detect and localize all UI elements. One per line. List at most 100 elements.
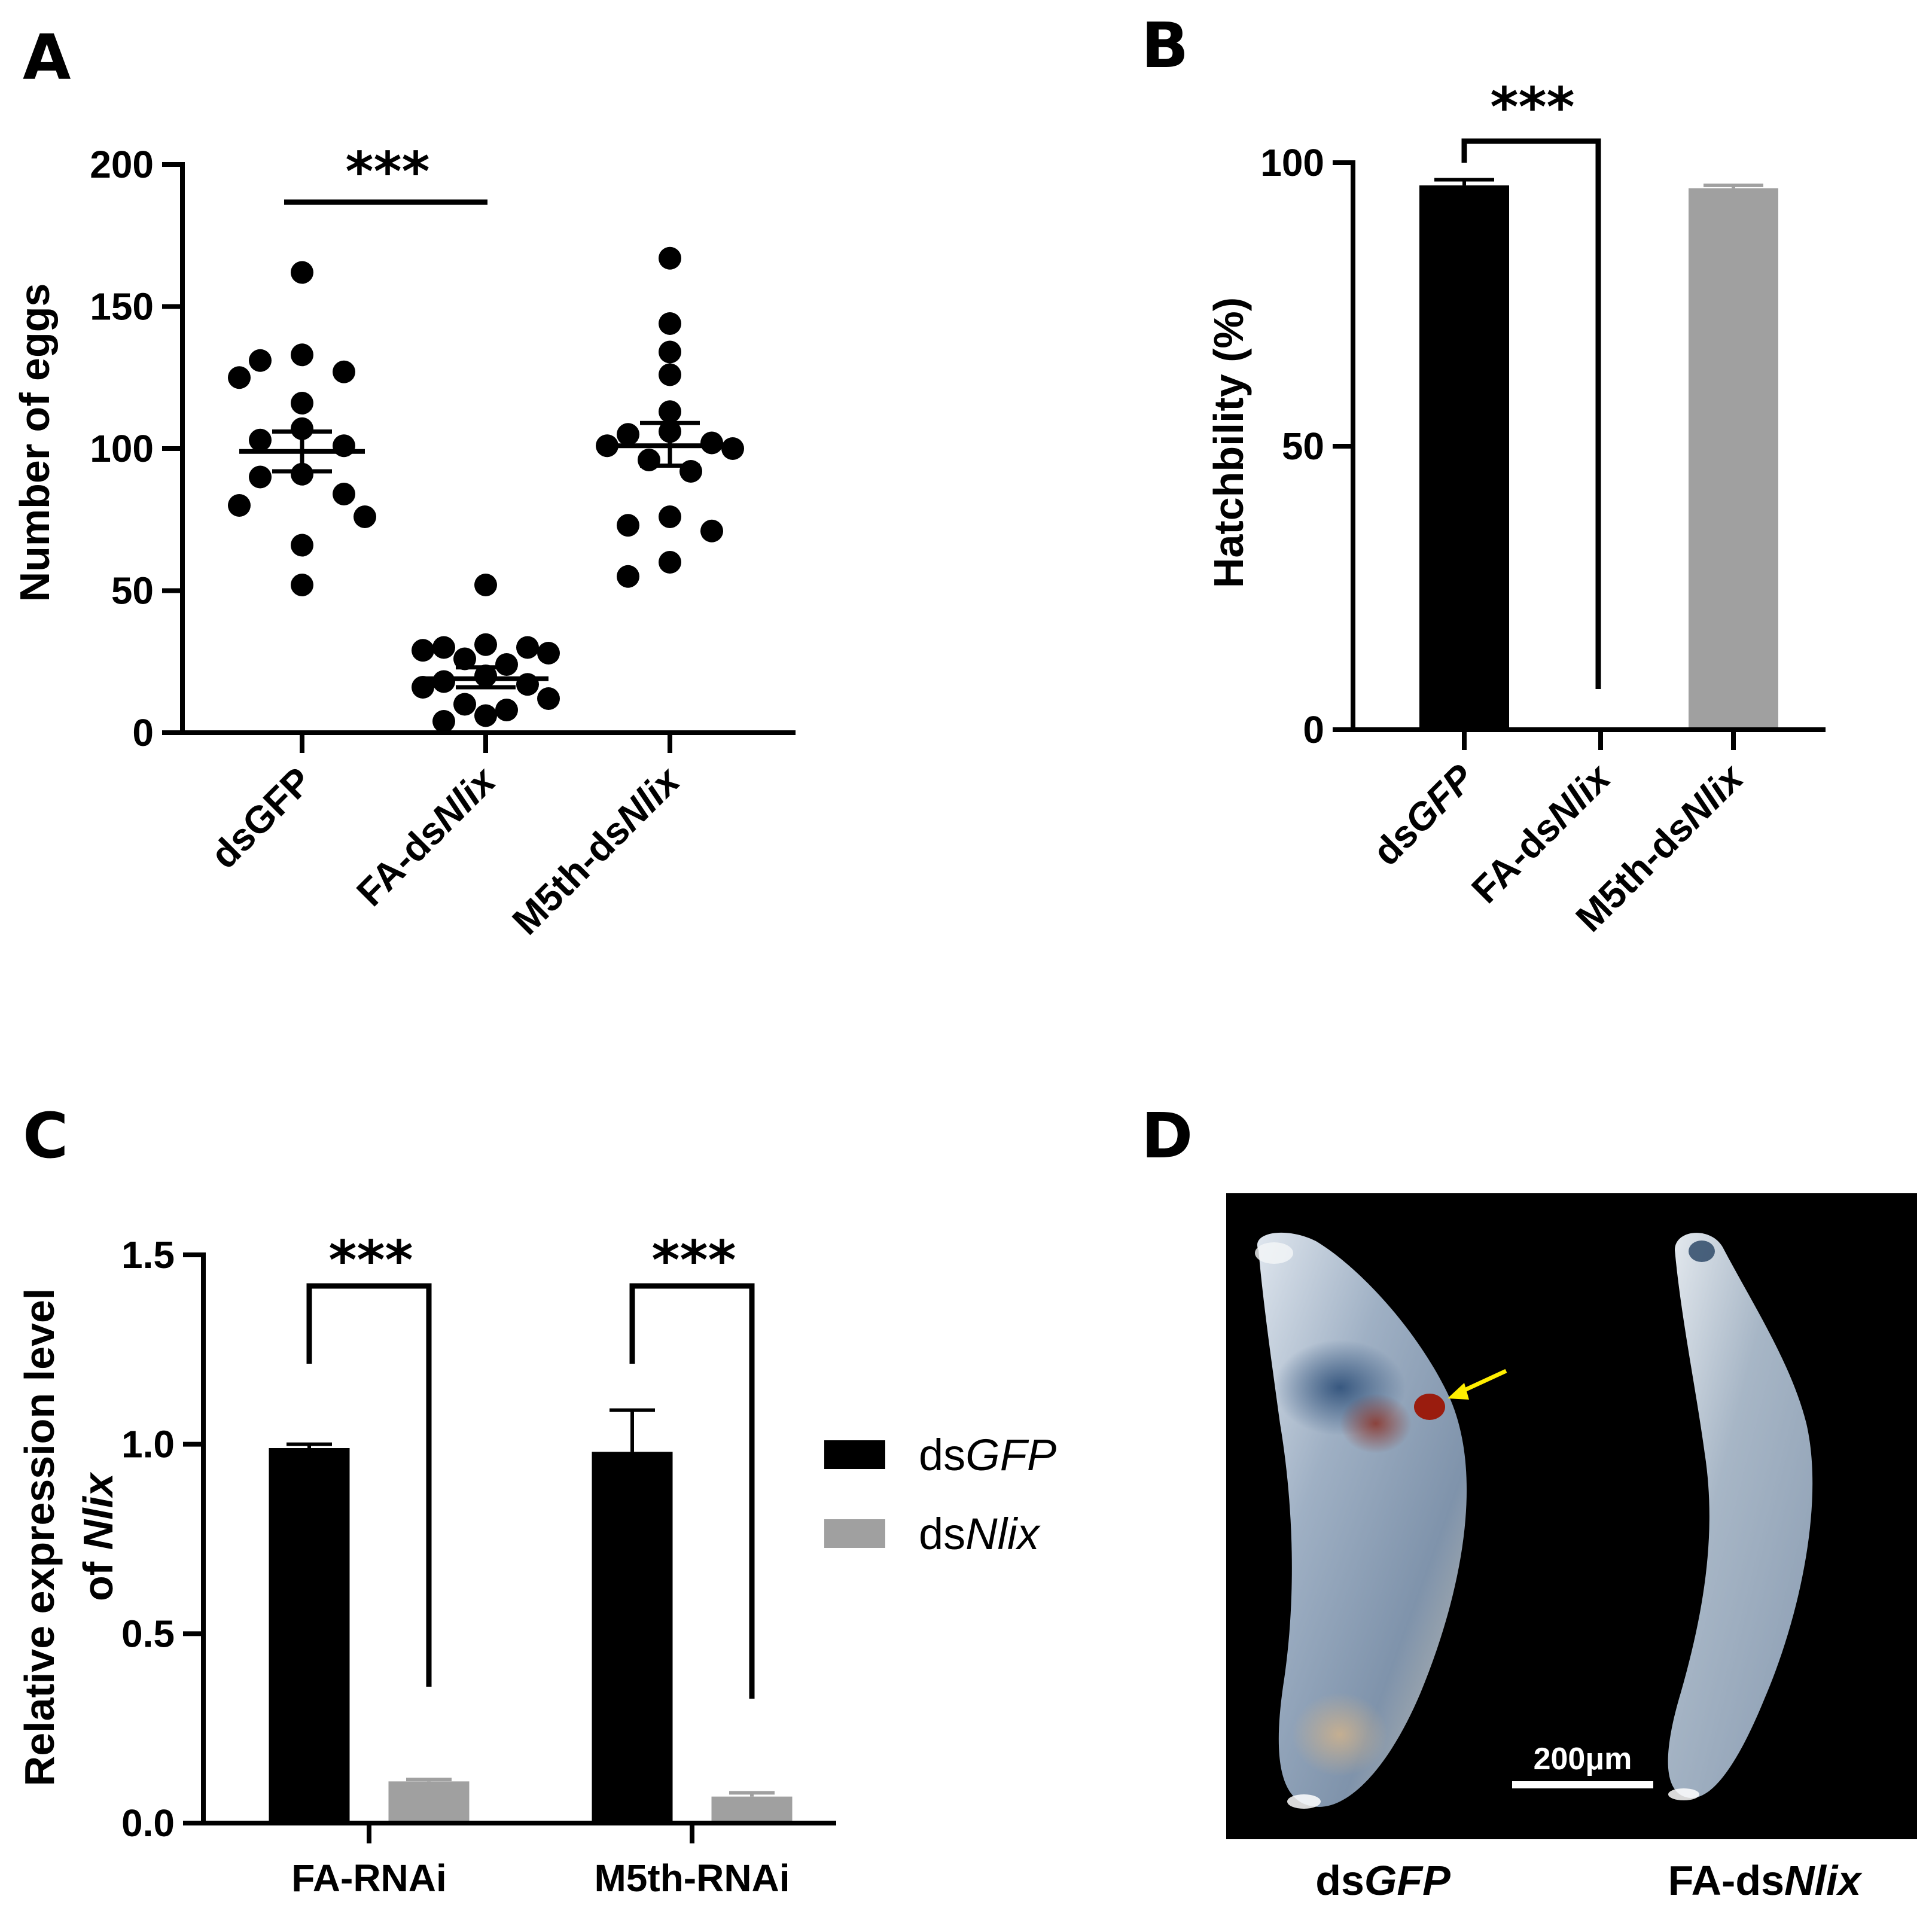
panel-a-data-point (432, 636, 455, 659)
panel-b-y-ticks: 0 50 100 (1260, 141, 1324, 751)
panel-c-bar (269, 1448, 350, 1823)
panel-a-data-point (333, 483, 355, 505)
panel-a-data-point (659, 551, 681, 574)
panel-a-x-tick-label: dsGFP (202, 759, 320, 877)
panel-a-data-point (474, 704, 497, 727)
red-eye-spot (1414, 1394, 1445, 1420)
panel-a-data-point (228, 366, 251, 389)
scale-bar-label: 200μm (1534, 1742, 1632, 1776)
panel-b-y-axis-label: Hatchbility (%) (1205, 297, 1252, 588)
panel-a-y-tick-label: 50 (111, 569, 154, 612)
panel-c-marks (183, 1252, 836, 1843)
arrow-icon (1448, 1369, 1507, 1400)
panel-c-bar (592, 1452, 673, 1823)
panel-a-data-point (700, 431, 723, 455)
panel-a-data-point (617, 423, 639, 446)
panel-a-data-point (495, 699, 518, 721)
panel-a-data-point (291, 417, 313, 440)
legend-swatch-dsnlix (824, 1519, 885, 1548)
panel-a-y-axis-label: Number of eggs (11, 284, 58, 602)
panel-c-y-tick-label: 1.0 (121, 1423, 175, 1466)
panel-b-chart: Hatchbility (%) *** 0 50 100 dsGFPFA-dsNli… (1205, 76, 1826, 940)
panel-a-data-point (659, 400, 681, 423)
panel-a-data-point (228, 494, 251, 517)
panel-a-data-point (638, 449, 660, 471)
panel-a-data-point (679, 460, 702, 483)
panel-c-x-tick-label: M5th-RNAi (594, 1857, 790, 1900)
legend-swatch-dsgfp (824, 1440, 885, 1469)
panel-a-data-point (537, 642, 560, 665)
panel-a-x-tick-label: M5th-dsNlix (504, 758, 689, 943)
panel-a-data-point (291, 261, 313, 284)
egg-dsgfp (1255, 1232, 1467, 1809)
panel-b-y-tick-label: 100 (1260, 141, 1324, 184)
panel-c-y-tick-label: 0.5 (121, 1612, 175, 1655)
panel-b-y-tick-label: 0 (1303, 708, 1324, 751)
panel-d-photo: 200μm (1226, 1193, 1917, 1839)
panel-a-data-point (537, 687, 560, 710)
panel-a-y-tick-label: 200 (90, 143, 154, 186)
panel-b-significance-bracket (1461, 138, 1601, 689)
panel-a-y-tick-label: 0 (132, 711, 154, 754)
panel-a-data-point (659, 363, 681, 386)
panel-b-significance: *** (1490, 76, 1574, 139)
panel-a-data-point (412, 676, 434, 699)
panel-a-data-point (291, 343, 313, 367)
panel-c-y-ticks: 0.0 0.5 1.0 1.5 (121, 1233, 175, 1845)
panel-a-data-point (474, 633, 497, 656)
panel-a-data-point (432, 670, 455, 693)
panel-c-y-tick-label: 1.5 (121, 1233, 175, 1276)
panel-a-data-point (291, 534, 313, 557)
panel-c-significance-bracket (629, 1283, 755, 1699)
panel-a-x-tick-label: FA-dsNlix (348, 758, 504, 914)
panel-a-data-point (249, 465, 272, 489)
panel-a-data-point (617, 565, 639, 588)
panel-a-data-point (333, 360, 355, 383)
panel-a-data-point (516, 636, 539, 659)
panel-c-y-axis-label-2: of Nlix (75, 1471, 121, 1601)
panel-c-significance-2: *** (651, 1229, 736, 1292)
panel-a-data-point (700, 519, 723, 542)
panel-a-data-point (453, 693, 476, 716)
panel-label-a: A (23, 21, 71, 94)
panel-a-data-point (453, 647, 476, 670)
panel-b-y-tick-label: 50 (1282, 425, 1324, 468)
panel-a-chart: Number of eggs *** 0 50 100 150 200 dsGFPFA-… (11, 141, 796, 943)
panel-label-c: C (23, 1099, 68, 1172)
panel-a-marks (162, 162, 796, 753)
photo-label-fa-dsnlix: FA-dsNlix (1668, 1857, 1863, 1904)
panel-a-data-point (291, 462, 313, 486)
panel-a-data-point (412, 639, 434, 662)
panel-a-data-point (659, 312, 681, 335)
panel-c-x-ticks: FA-RNAi M5th-RNAi (291, 1857, 790, 1900)
photo-label-dsgfp: dsGFP (1315, 1857, 1450, 1904)
panel-a-data-point (432, 710, 455, 733)
panel-a-data-point (291, 392, 313, 414)
panel-a-data-point (659, 505, 681, 528)
panel-a-y-tick-label: 100 (90, 427, 154, 470)
legend-label-dsnlix: dsNlix (919, 1509, 1041, 1559)
panel-c-y-axis-label: Relative expression level (16, 1288, 63, 1787)
panel-a-data-point (495, 653, 518, 676)
panel-b-x-tick-label: dsGFP (1364, 756, 1482, 874)
panel-a-data-point (474, 574, 497, 596)
panel-a-data-point (291, 574, 313, 596)
panel-c-chart: Relative expression level of Nlix *** **… (16, 1229, 1056, 1900)
panel-a-data-point (354, 505, 376, 528)
scale-bar (1512, 1781, 1653, 1788)
panel-a-data-point (659, 340, 681, 364)
panel-c-bar (711, 1796, 793, 1823)
panel-a-y-tick-label: 150 (90, 285, 154, 328)
panel-a-data-point (249, 349, 272, 372)
panel-label-d: D (1141, 1099, 1193, 1172)
panel-b-bar (1419, 185, 1509, 730)
panel-c-bar (388, 1781, 470, 1823)
panel-label-b: B (1141, 9, 1189, 82)
panel-c-significance-1: *** (328, 1229, 413, 1292)
panel-a-significance: *** (345, 141, 429, 203)
panel-c-y-tick-label: 0.0 (121, 1802, 175, 1845)
panel-b-bar (1689, 188, 1778, 730)
